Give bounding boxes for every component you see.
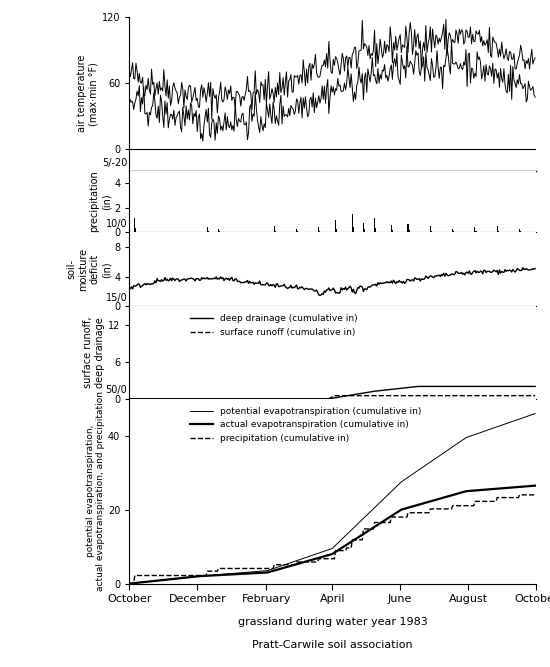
Bar — [207, 227, 208, 232]
Bar — [519, 229, 520, 232]
Bar — [392, 230, 393, 232]
Y-axis label: precipitation
(in): precipitation (in) — [90, 171, 111, 232]
Text: 10/0: 10/0 — [106, 219, 127, 229]
Bar — [134, 217, 135, 232]
Bar — [390, 225, 392, 232]
Bar — [219, 231, 220, 232]
Bar — [430, 226, 431, 232]
Bar — [335, 220, 336, 232]
Bar — [520, 231, 521, 232]
Bar — [476, 231, 477, 232]
Bar — [320, 231, 321, 232]
Legend: potential evapotranspiration (cumulative in), actual evapotranspiration (cumulat: potential evapotranspiration (cumulative… — [186, 404, 425, 446]
Bar — [336, 229, 337, 232]
Bar — [296, 229, 297, 232]
Bar — [297, 231, 298, 232]
Y-axis label: soil-
moisture
deficit
(in): soil- moisture deficit (in) — [67, 247, 111, 291]
Bar — [318, 227, 320, 232]
Y-axis label: potential evapotranspiration,
actual evapotranspiration, and precipitation: potential evapotranspiration, actual eva… — [86, 391, 105, 591]
Y-axis label: surface runoff,
deep drainage: surface runoff, deep drainage — [84, 317, 105, 388]
Bar — [431, 231, 432, 232]
Bar — [474, 227, 476, 232]
Text: Pratt-Carwile soil association: Pratt-Carwile soil association — [252, 640, 413, 650]
Bar — [452, 229, 453, 232]
Legend: deep drainage (cumulative in), surface runoff (cumulative in): deep drainage (cumulative in), surface r… — [186, 311, 361, 341]
Text: 50/0: 50/0 — [106, 385, 127, 395]
Bar — [364, 229, 365, 232]
Bar — [351, 214, 353, 232]
Bar — [274, 226, 275, 232]
Bar — [409, 229, 410, 232]
Text: grassland during water year 1983: grassland during water year 1983 — [238, 617, 428, 627]
Bar — [353, 227, 354, 232]
Bar — [218, 229, 219, 232]
Text: 5/-20: 5/-20 — [102, 158, 127, 168]
Bar — [498, 231, 499, 232]
Bar — [363, 223, 364, 232]
Bar — [374, 217, 375, 232]
Bar — [135, 228, 136, 232]
Bar — [497, 226, 498, 232]
Bar — [375, 228, 376, 232]
Text: 15/0: 15/0 — [106, 293, 127, 303]
Bar — [208, 231, 209, 232]
Bar — [275, 231, 276, 232]
Y-axis label: air temperature
(max·min °F): air temperature (max·min °F) — [78, 55, 99, 132]
Bar — [408, 223, 409, 232]
Bar — [453, 231, 454, 232]
